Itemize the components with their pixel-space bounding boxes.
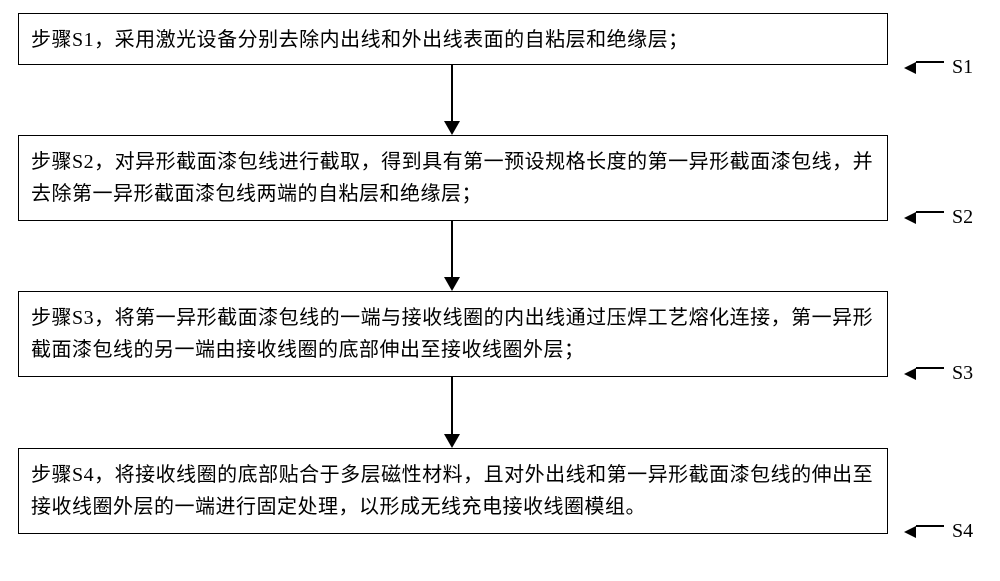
step-text: 步骤S1，采用激光设备分别去除内出线和外出线表面的自粘层和绝缘层； [31, 29, 689, 51]
side-arrow-line [916, 61, 944, 63]
arrow-left-icon [904, 526, 916, 538]
arrow-line [451, 221, 453, 277]
arrow-down-icon [444, 277, 460, 291]
side-arrow-line [916, 211, 944, 213]
arrow-left-icon [904, 62, 916, 74]
side-arrow-line [916, 367, 944, 369]
step-box-s3: 步骤S3，将第一异形截面漆包线的一端与接收线圈的内出线通过压焊工艺熔化连接，第一… [18, 291, 888, 377]
side-label-s3: S3 [904, 362, 973, 385]
side-label-s2: S2 [904, 206, 973, 229]
side-arrow-line [916, 525, 944, 527]
step-text: 步骤S2，对异形截面漆包线进行截取，得到具有第一预设规格长度的第一异形截面漆包线… [31, 151, 873, 205]
step-text: 步骤S3，将第一异形截面漆包线的一端与接收线圈的内出线通过压焊工艺熔化连接，第一… [31, 307, 873, 361]
arrow-left-icon [904, 368, 916, 380]
step-box-s2: 步骤S2，对异形截面漆包线进行截取，得到具有第一预设规格长度的第一异形截面漆包线… [18, 135, 888, 221]
step-id: S4 [952, 520, 973, 543]
step-box-s4: 步骤S4，将接收线圈的底部贴合于多层磁性材料，且对外出线和第一异形截面漆包线的伸… [18, 448, 888, 534]
step-id: S1 [952, 56, 973, 79]
step-id: S3 [952, 362, 973, 385]
arrow-line [451, 65, 453, 121]
step-text: 步骤S4，将接收线圈的底部贴合于多层磁性材料，且对外出线和第一异形截面漆包线的伸… [31, 464, 873, 518]
side-label-s4: S4 [904, 520, 973, 543]
step-box-s1: 步骤S1，采用激光设备分别去除内出线和外出线表面的自粘层和绝缘层； [18, 13, 888, 65]
step-id: S2 [952, 206, 973, 229]
arrow-left-icon [904, 212, 916, 224]
arrow-line [451, 377, 453, 434]
arrow-down-icon [444, 434, 460, 448]
arrow-down-icon [444, 121, 460, 135]
side-label-s1: S1 [904, 56, 973, 79]
